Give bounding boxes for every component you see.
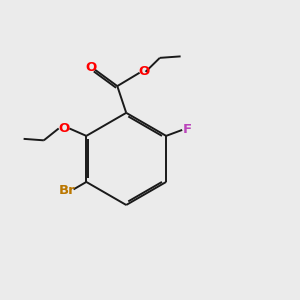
Text: O: O [85, 61, 97, 74]
Text: Br: Br [58, 184, 75, 197]
Text: O: O [58, 122, 70, 135]
Text: O: O [138, 65, 149, 78]
Text: F: F [183, 123, 192, 136]
